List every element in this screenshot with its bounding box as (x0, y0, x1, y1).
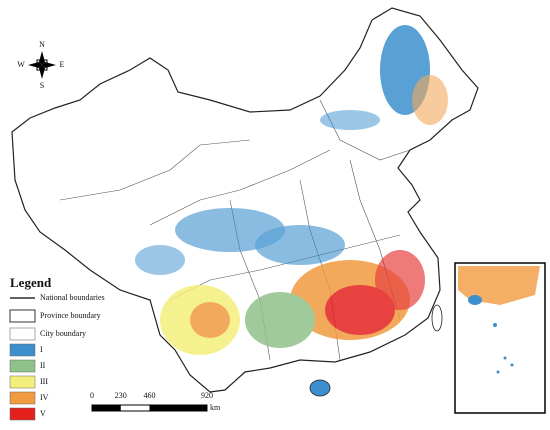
compass-w: W (17, 60, 25, 69)
inset-mainland (458, 266, 540, 305)
scale-bar: 0 230 460 920 km (90, 391, 221, 412)
scale-label: 0 (90, 391, 94, 400)
scale-segment (149, 405, 207, 411)
legend-box (9, 327, 36, 341)
legend-title: Legend (10, 275, 52, 290)
legend: Legend National boundaries Province bound… (9, 275, 105, 421)
taiwan (431, 304, 443, 332)
legend-label: Province boundary (40, 311, 101, 320)
legend-box (9, 309, 36, 323)
legend-swatch (9, 391, 36, 405)
class-patches (135, 25, 448, 355)
hainan (309, 379, 331, 397)
scale-segment (92, 405, 121, 411)
legend-label: III (40, 377, 48, 386)
inset-hainan (468, 295, 482, 305)
legend-label: V (40, 409, 46, 418)
legend-label: IV (40, 393, 49, 402)
legend-label: National boundaries (40, 293, 105, 302)
compass: N S E W (17, 40, 64, 90)
legend-swatch (9, 359, 36, 373)
legend-swatch (9, 375, 36, 389)
scale-label: 230 (115, 391, 127, 400)
compass-s: S (40, 81, 44, 90)
legend-label: City boundary (40, 329, 86, 338)
legend-swatch (9, 407, 36, 421)
compass-e: E (60, 60, 65, 69)
inset-islands (493, 323, 514, 374)
scale-unit: km (210, 403, 221, 412)
scale-label: 920 (201, 391, 213, 400)
compass-n: N (39, 40, 45, 49)
legend-label: I (40, 345, 43, 354)
legend-label: II (40, 361, 46, 370)
legend-swatch (9, 343, 36, 357)
scale-label: 460 (144, 391, 156, 400)
